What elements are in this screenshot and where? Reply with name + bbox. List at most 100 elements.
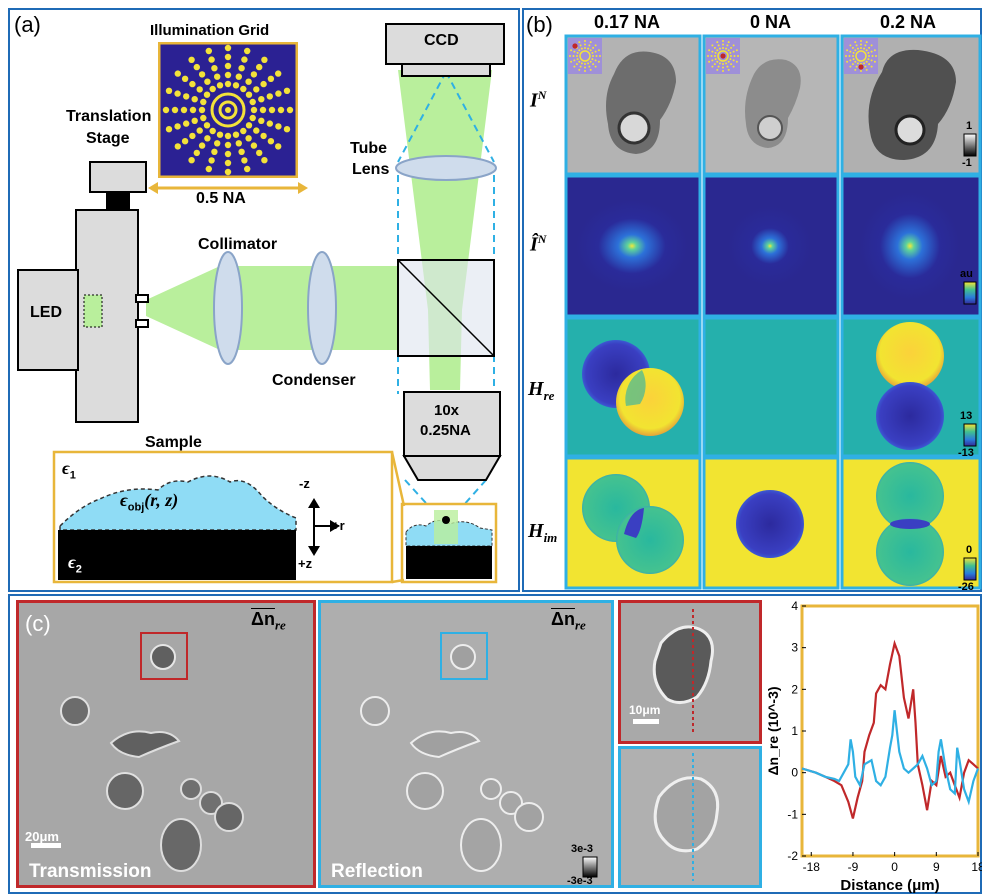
- mini-grid-dot: [733, 55, 736, 57]
- epsilon-2-symbol: ϵ: [68, 552, 76, 572]
- grid-dot: [180, 106, 188, 114]
- grid-dot: [256, 63, 263, 71]
- cell: [499, 791, 523, 815]
- mini-grid-dot: [725, 62, 728, 65]
- x-tick-label: 0: [891, 860, 898, 874]
- scale-10-label: 10μm: [629, 703, 661, 717]
- grid-dot: [240, 85, 247, 93]
- mini-grid-ring: [579, 50, 591, 62]
- zoom-transmission-cell: [633, 609, 714, 735]
- grid-dot: [241, 56, 248, 63]
- beam-splitter-diagonal: [397, 259, 495, 357]
- row-label-fourier: ÎN: [530, 232, 547, 256]
- mini-grid-ring: [855, 50, 867, 62]
- mini-grid-dot: [713, 63, 716, 66]
- series-line-2: [801, 710, 980, 806]
- grid-dot: [286, 106, 294, 114]
- cbar-h-re-bottom: -13: [958, 447, 974, 459]
- mini-grid-dot: [845, 55, 847, 57]
- led-box: [17, 269, 79, 371]
- grid-dot: [225, 107, 231, 113]
- grid-dot: [283, 126, 291, 133]
- grid-dot: [261, 56, 268, 63]
- mini-grid-dot: [726, 65, 729, 68]
- mini-grid-dot: [711, 44, 714, 47]
- grid-dot: [259, 106, 267, 114]
- objective-label-1: 10x: [434, 402, 460, 419]
- cell: [180, 778, 202, 800]
- grid-dot: [245, 78, 252, 85]
- grid-dot: [165, 87, 173, 94]
- mini-grid-dot: [864, 65, 867, 68]
- him-overlap: [624, 508, 644, 538]
- panel-c-label: (c): [25, 611, 51, 636]
- objective-body: [403, 391, 501, 457]
- mini-grid-dot: [856, 62, 859, 65]
- illumination-grid: [158, 42, 298, 178]
- grid-dot: [275, 143, 282, 150]
- mini-grid-dot: [735, 49, 738, 52]
- spectrum: [728, 206, 812, 286]
- dashed-line: [397, 71, 447, 163]
- mini-grid-dot: [732, 44, 735, 47]
- mini-grid-dot: [580, 62, 583, 65]
- grid-dot: [189, 80, 196, 88]
- tube-lens-label-1: Tube: [350, 140, 388, 157]
- mini-grid-dot: [716, 60, 719, 63]
- led-label: LED: [30, 304, 62, 321]
- him-disk: [736, 490, 804, 558]
- mini-grid-dot: [860, 47, 862, 49]
- y-tick-label: -2: [787, 849, 798, 863]
- epsilon-obj: ϵobj(r, z): [120, 490, 178, 514]
- grid-dot: [208, 157, 215, 164]
- mini-grid-dot: [584, 47, 586, 49]
- mini-grid-dot: [732, 59, 735, 62]
- grid-dot: [224, 80, 232, 88]
- grid-dot: [275, 123, 282, 130]
- cell-shape: [868, 49, 956, 160]
- grid-dot: [203, 91, 211, 98]
- corner-sub: re: [274, 617, 286, 633]
- mini-grid-dot: [875, 55, 877, 57]
- grid-dot: [258, 117, 265, 125]
- cell: [199, 791, 223, 815]
- axis-plus-r-label: +r: [332, 518, 345, 533]
- colorbar-fourier: [963, 281, 977, 305]
- mini-grid-dot: [584, 40, 586, 42]
- x-tick-label: 18: [971, 860, 982, 874]
- panel-b: (b) 0.17 NA 0 NA 0.2 NA IN ÎN Hre Him: [522, 8, 982, 593]
- mini-grid-dot: [851, 46, 854, 49]
- ccd-body: [385, 23, 505, 65]
- sample-object: [59, 475, 297, 531]
- grid-dot: [198, 142, 206, 149]
- transmission-corner-label: Δnre: [251, 609, 286, 634]
- mini-grid-dot: [589, 49, 592, 52]
- mini-grid-dot: [870, 59, 873, 62]
- panel-c: (c) Δnre 20μm Transmission Δnre Reflecti…: [8, 594, 982, 894]
- mini-grid-dot: [592, 63, 595, 66]
- mini-grid-dot: [852, 55, 854, 57]
- grid-dot: [191, 117, 198, 125]
- grid-dot: [260, 132, 267, 140]
- mini-grid-dot: [572, 55, 575, 57]
- mini-grid-dot: [573, 59, 576, 62]
- cell: [653, 776, 720, 853]
- epsilon-obj-args: (r, z): [144, 490, 179, 510]
- mini-grid-dot: [722, 63, 724, 65]
- grid-dot: [224, 141, 232, 149]
- mini-grid-dot: [722, 47, 724, 49]
- grid-dot: [224, 53, 232, 61]
- grid-dot: [275, 70, 282, 77]
- mini-grid-dot: [588, 65, 591, 68]
- aperture-bottom: [135, 319, 149, 328]
- cbar-h-im-bottom: -26: [958, 581, 974, 593]
- mini-grid-dot: [587, 47, 590, 50]
- selected-led-0: [720, 53, 726, 59]
- mini-grid-dot: [732, 65, 735, 68]
- grid-dot: [240, 127, 247, 135]
- mini-grid-dot: [708, 60, 711, 63]
- chart-ylabel: Δn_re (10^-3): [766, 686, 781, 775]
- mini-grid-dot: [722, 43, 724, 46]
- chart-xlabel: Distance (μm): [840, 877, 939, 894]
- mini-grid-dot: [855, 44, 858, 47]
